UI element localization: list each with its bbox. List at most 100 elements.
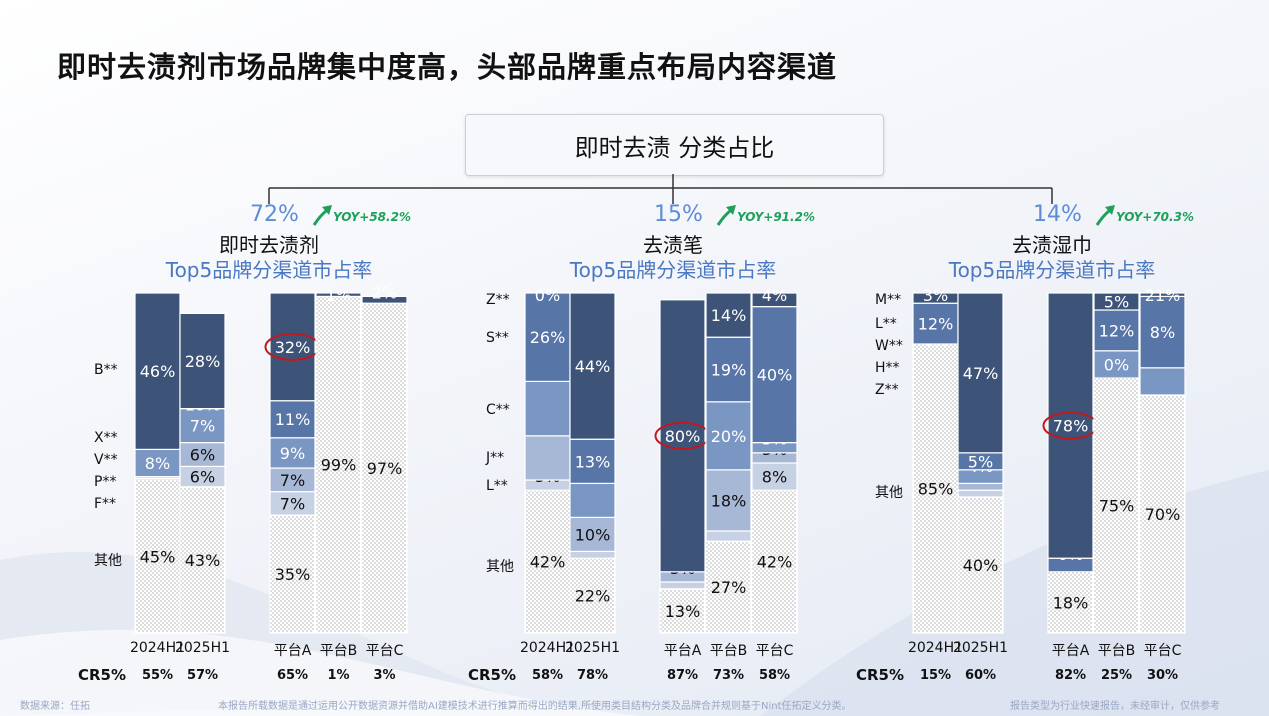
data-label-0-2-5: 32% xyxy=(275,338,311,357)
data-label-1-3-5: 14% xyxy=(711,306,747,325)
category-label-1-1: 2025H1 xyxy=(562,640,623,656)
data-label-1-0-4: 26% xyxy=(530,328,566,347)
segment-subtitle-1: Top5品牌分渠道市占率 xyxy=(523,254,823,283)
cr5-value-1-3: 73% xyxy=(706,668,751,683)
category-share-2: 14% xyxy=(1033,202,1082,227)
cr5-label-1: CR5% xyxy=(468,666,516,684)
category-share-1: 15% xyxy=(654,202,703,227)
cr5-value-0-0: 55% xyxy=(135,668,180,683)
data-label-1-1-0: 22% xyxy=(575,587,611,606)
data-label-0-3-5: 1% xyxy=(326,286,351,305)
data-label-2-0-5: 3% xyxy=(923,286,948,305)
data-label-2-3-3: 0% xyxy=(1104,355,1129,374)
bar-segment-1-3-1 xyxy=(706,531,751,541)
data-label-0-0-5: 46% xyxy=(140,362,176,381)
brand-label-1-1: S** xyxy=(486,330,509,346)
data-label-0-2-4: 11% xyxy=(275,410,311,429)
data-label-1-1-2: 10% xyxy=(575,525,611,544)
bar-segment-2-4-3 xyxy=(1140,368,1185,395)
category-label-2-1: 2025H1 xyxy=(950,640,1011,656)
data-label-2-2-0: 18% xyxy=(1053,593,1089,612)
data-label-0-0-0: 45% xyxy=(140,548,176,567)
growth-arrow-icon xyxy=(1095,203,1117,227)
bar-segment-2-1-1 xyxy=(958,490,1003,497)
data-label-0-2-0: 35% xyxy=(275,565,311,584)
bar-segment-1-0-3 xyxy=(525,381,570,435)
brand-label-0-5: 其他 xyxy=(94,550,122,570)
cr5-value-2-1: 60% xyxy=(958,668,1003,683)
data-label-1-1-4: 13% xyxy=(575,452,611,471)
data-label-1-0-0: 42% xyxy=(530,553,566,572)
data-label-0-2-1: 7% xyxy=(280,494,305,513)
data-label-0-1-5: 28% xyxy=(185,352,221,371)
data-label-2-3-5: 5% xyxy=(1104,293,1129,312)
cr5-value-0-3: 1% xyxy=(316,668,361,683)
brand-label-2-2: W** xyxy=(875,338,903,354)
data-label-0-0-3: 8% xyxy=(145,454,170,473)
data-label-0-2-3: 9% xyxy=(280,444,305,463)
data-label-1-3-2: 18% xyxy=(711,491,747,510)
data-label-2-2-5: 78% xyxy=(1053,417,1089,436)
data-label-1-1-5: 44% xyxy=(575,357,611,376)
brand-label-2-4: Z** xyxy=(875,382,899,398)
data-label-1-3-0: 27% xyxy=(711,578,747,597)
growth-arrow-icon xyxy=(312,203,334,227)
category-label-0-4: 平台C xyxy=(354,640,415,660)
cr5-value-1-4: 58% xyxy=(752,668,797,683)
segment-subtitle-0: Top5品牌分渠道市占率 xyxy=(119,254,419,283)
cr5-value-0-2: 65% xyxy=(270,668,315,683)
cr5-value-1-1: 78% xyxy=(570,668,615,683)
cr5-label-2: CR5% xyxy=(856,666,904,684)
bar-segment-1-0-2 xyxy=(525,436,570,480)
data-label-1-2-0: 13% xyxy=(665,602,701,621)
bar-segment-1-1-3 xyxy=(570,483,615,517)
brand-label-2-5: 其他 xyxy=(875,482,903,502)
data-label-1-2-5: 80% xyxy=(665,427,701,446)
data-label-2-1-5: 47% xyxy=(963,364,999,383)
data-label-2-4-5: 21% xyxy=(1145,286,1181,305)
data-label-2-0-4: 12% xyxy=(918,315,954,334)
brand-label-0-4: F** xyxy=(94,496,116,512)
data-label-0-3-0: 99% xyxy=(321,456,357,475)
data-label-1-3-3: 20% xyxy=(711,427,747,446)
yoy-growth-1: YOY+91.2% xyxy=(737,210,815,224)
data-label-1-4-1: 8% xyxy=(762,468,787,487)
category-label-0-1: 2025H1 xyxy=(172,640,233,656)
footer-source: 数据来源：任拓 xyxy=(20,697,90,712)
data-label-2-4-4: 8% xyxy=(1150,323,1175,342)
bar-segment-1-2-1 xyxy=(660,582,705,589)
data-label-1-0-5: 0% xyxy=(535,286,560,305)
data-label-2-1-4: 5% xyxy=(968,452,993,471)
cr5-label-0: CR5% xyxy=(78,666,126,684)
data-label-2-1-0: 40% xyxy=(963,556,999,575)
brand-label-0-3: P** xyxy=(94,474,116,490)
category-share-0: 72% xyxy=(250,202,299,227)
cr5-value-2-0: 15% xyxy=(913,668,958,683)
brand-label-0-0: B** xyxy=(94,362,118,378)
cr5-value-1-0: 58% xyxy=(525,668,570,683)
brand-label-1-0: Z** xyxy=(486,292,510,308)
data-label-0-1-3: 7% xyxy=(190,417,215,436)
data-label-0-4-0: 97% xyxy=(367,459,403,478)
brand-label-1-2: C** xyxy=(486,402,510,418)
bar-segment-1-1-1 xyxy=(570,551,615,558)
data-label-1-4-0: 42% xyxy=(757,553,793,572)
data-label-0-2-2: 7% xyxy=(280,471,305,490)
yoy-growth-0: YOY+58.2% xyxy=(333,210,411,224)
data-label-1-3-4: 19% xyxy=(711,361,747,380)
data-label-0-1-0: 43% xyxy=(185,551,221,570)
cr5-value-0-1: 57% xyxy=(180,668,225,683)
brand-label-2-1: L** xyxy=(875,316,897,332)
brand-label-0-1: X** xyxy=(94,430,118,446)
cr5-value-2-4: 30% xyxy=(1140,668,1185,683)
cr5-value-2-2: 82% xyxy=(1048,668,1093,683)
cr5-value-2-3: 25% xyxy=(1094,668,1139,683)
brand-label-2-3: H** xyxy=(875,360,900,376)
cr5-value-0-4: 3% xyxy=(362,668,407,683)
data-label-2-4-0: 70% xyxy=(1145,505,1181,524)
bar-segment-2-1-2 xyxy=(958,483,1003,490)
brand-label-1-3: J** xyxy=(486,450,504,466)
brand-label-2-0: M** xyxy=(875,292,901,308)
data-label-1-4-4: 40% xyxy=(757,366,793,385)
